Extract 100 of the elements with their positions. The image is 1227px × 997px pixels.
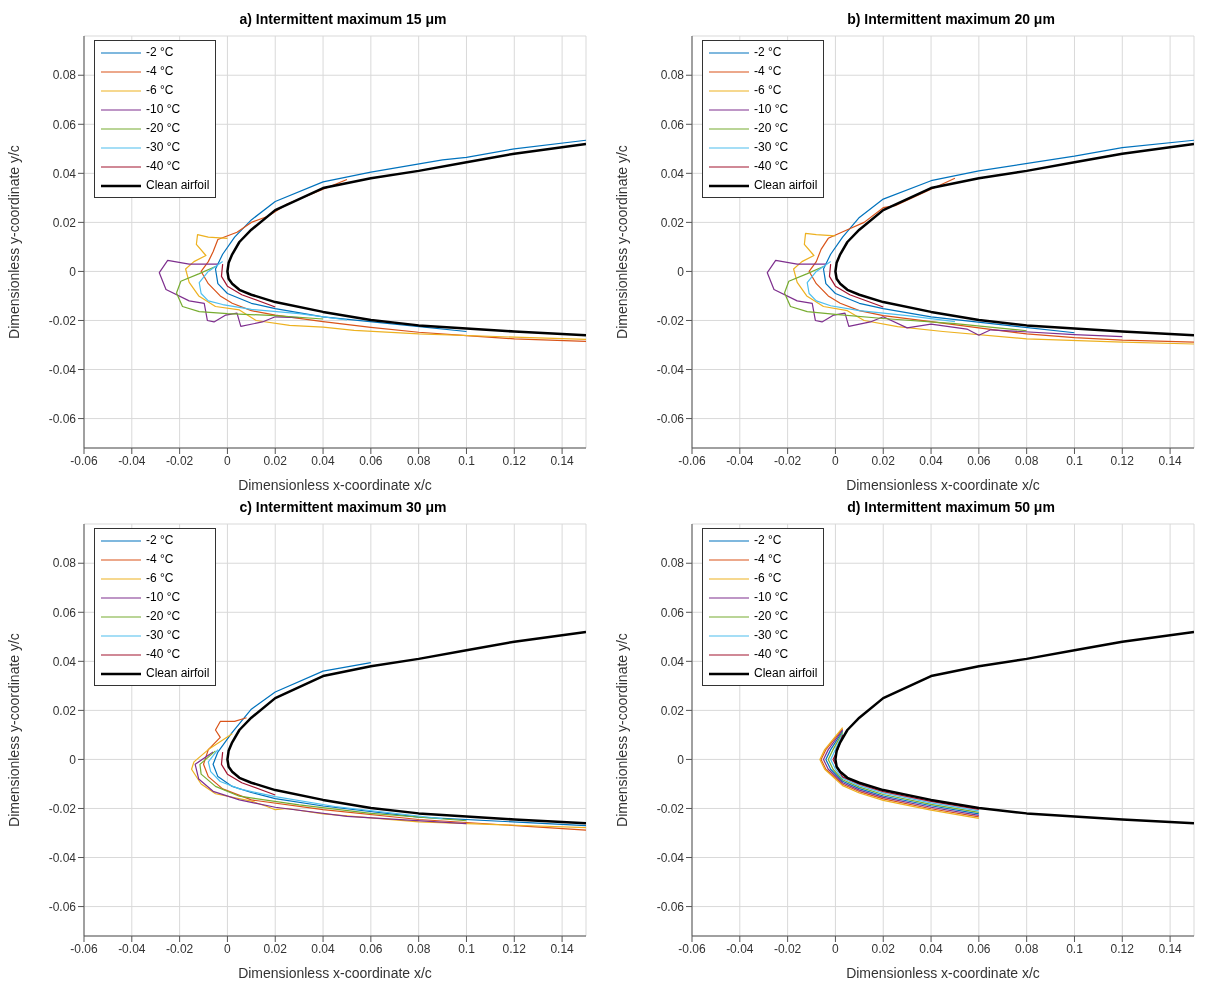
x-tick-label: -0.02 (773, 453, 802, 468)
y-tick-label: 0.04 (52, 166, 77, 181)
x-tick-label: 0.12 (502, 453, 527, 468)
x-tick-label: 0 (832, 453, 840, 468)
y-axis-title: Dimensionless y-coordinate y/c (5, 145, 22, 339)
y-axis-title: Dimensionless y-coordinate y/c (613, 633, 630, 827)
x-tick-label: 0.14 (550, 453, 575, 468)
x-tick-label: 0.1 (1066, 941, 1084, 956)
line-series (185, 234, 586, 340)
legend-label: -30 °C (146, 139, 181, 156)
x-tick-label: -0.02 (165, 453, 194, 468)
legend-label: -10 °C (754, 589, 789, 606)
x-tick-label: 0.02 (871, 941, 896, 956)
y-tick-label: 0.06 (660, 117, 685, 132)
legend-label: -30 °C (754, 139, 789, 156)
line-series (220, 263, 276, 308)
y-tick-label: -0.06 (656, 411, 685, 426)
line-series (175, 265, 324, 320)
x-tick-label: 0.04 (919, 453, 944, 468)
x-axis-title: Dimensionless x-coordinate x/c (846, 477, 1040, 493)
y-tick-label: 0.08 (660, 68, 685, 83)
x-tick-label: 0.06 (967, 941, 991, 956)
legend-label: -2 °C (146, 532, 174, 549)
x-tick-label: -0.04 (118, 941, 146, 956)
x-tick-label: 0.1 (458, 453, 476, 468)
x-tick-label: 0.06 (967, 453, 991, 468)
x-tick-label: 0.14 (1158, 453, 1183, 468)
x-tick-label: -0.02 (773, 941, 802, 956)
x-axis-title: Dimensionless x-coordinate x/c (238, 477, 432, 493)
y-tick-label: -0.06 (48, 411, 77, 426)
x-axis-title: Dimensionless x-coordinate x/c (238, 965, 432, 981)
y-tick-label: 0.02 (660, 703, 685, 718)
y-tick-label: 0.02 (660, 215, 685, 230)
legend-label: -2 °C (146, 44, 174, 61)
legend-label: -6 °C (754, 570, 782, 587)
x-tick-label: 0.02 (871, 453, 896, 468)
x-axis-title: Dimensionless x-coordinate x/c (846, 965, 1040, 981)
line-series (226, 630, 586, 825)
legend-label: -6 °C (754, 82, 782, 99)
legend-label: -6 °C (146, 570, 174, 587)
line-series (828, 263, 884, 308)
x-tick-label: 0.04 (311, 941, 336, 956)
legend-label: -2 °C (754, 44, 782, 61)
y-tick-label: 0.08 (52, 68, 77, 83)
y-tick-label: 0.06 (660, 605, 685, 620)
legend-label: -20 °C (754, 608, 789, 625)
y-tick-label: 0.04 (660, 654, 685, 669)
y-tick-label: -0.04 (656, 850, 685, 865)
legend-label: -40 °C (754, 158, 789, 175)
line-series (220, 751, 276, 796)
legend-label: -20 °C (146, 608, 181, 625)
legend-label: -6 °C (146, 82, 174, 99)
x-tick-label: -0.04 (726, 941, 754, 956)
legend-label: -10 °C (146, 589, 181, 606)
y-tick-label: -0.06 (48, 899, 77, 914)
legend-label: -40 °C (754, 646, 789, 663)
y-tick-label: 0.02 (52, 703, 77, 718)
x-tick-label: 0.08 (406, 941, 431, 956)
x-tick-label: 0.04 (919, 941, 944, 956)
x-tick-label: 0.1 (1066, 453, 1084, 468)
y-tick-label: -0.02 (656, 313, 685, 328)
x-tick-label: 0.12 (502, 941, 527, 956)
y-tick-label: -0.02 (656, 801, 685, 816)
x-tick-label: 0 (832, 941, 840, 956)
chart-title: b) Intermittent maximum 20 μm (846, 10, 1056, 29)
legend-label: Clean airfoil (146, 665, 210, 682)
y-tick-label: 0.06 (52, 605, 77, 620)
y-tick-label: -0.02 (48, 313, 77, 328)
x-tick-label: 0.04 (311, 453, 336, 468)
y-tick-label: 0.04 (52, 654, 77, 669)
y-tick-label: 0 (677, 752, 685, 767)
x-tick-label: 0.1 (458, 941, 476, 956)
y-tick-label: -0.04 (48, 362, 77, 377)
legend-label: Clean airfoil (754, 177, 818, 194)
legend-label: -4 °C (146, 63, 174, 80)
legend-label: -4 °C (146, 551, 174, 568)
y-tick-label: 0 (69, 752, 77, 767)
y-tick-label: 0 (677, 264, 685, 279)
x-tick-label: 0 (224, 453, 232, 468)
chart-title: c) Intermittent maximum 30 μm (238, 498, 448, 517)
y-axis-title: Dimensionless y-coordinate y/c (5, 633, 22, 827)
x-tick-label: 0.06 (359, 453, 383, 468)
legend-label: -30 °C (754, 627, 789, 644)
chart-title: d) Intermittent maximum 50 μm (846, 498, 1056, 517)
legend-label: Clean airfoil (754, 665, 818, 682)
line-series (198, 261, 348, 321)
x-tick-label: 0.02 (263, 941, 288, 956)
x-tick-label: 0.02 (263, 453, 288, 468)
chart-title: a) Intermittent maximum 15 μm (238, 10, 448, 29)
legend-label: -20 °C (146, 120, 181, 137)
legend-label: -20 °C (754, 120, 789, 137)
legend-label: -4 °C (754, 63, 782, 80)
x-tick-label: 0 (224, 941, 232, 956)
y-tick-label: 0.08 (52, 556, 77, 571)
y-tick-label: 0.04 (660, 166, 685, 181)
x-tick-label: 0.08 (1014, 453, 1039, 468)
legend-label: -4 °C (754, 551, 782, 568)
x-tick-label: 0.12 (1110, 941, 1135, 956)
line-series (793, 232, 1194, 345)
legend-label: Clean airfoil (146, 177, 210, 194)
